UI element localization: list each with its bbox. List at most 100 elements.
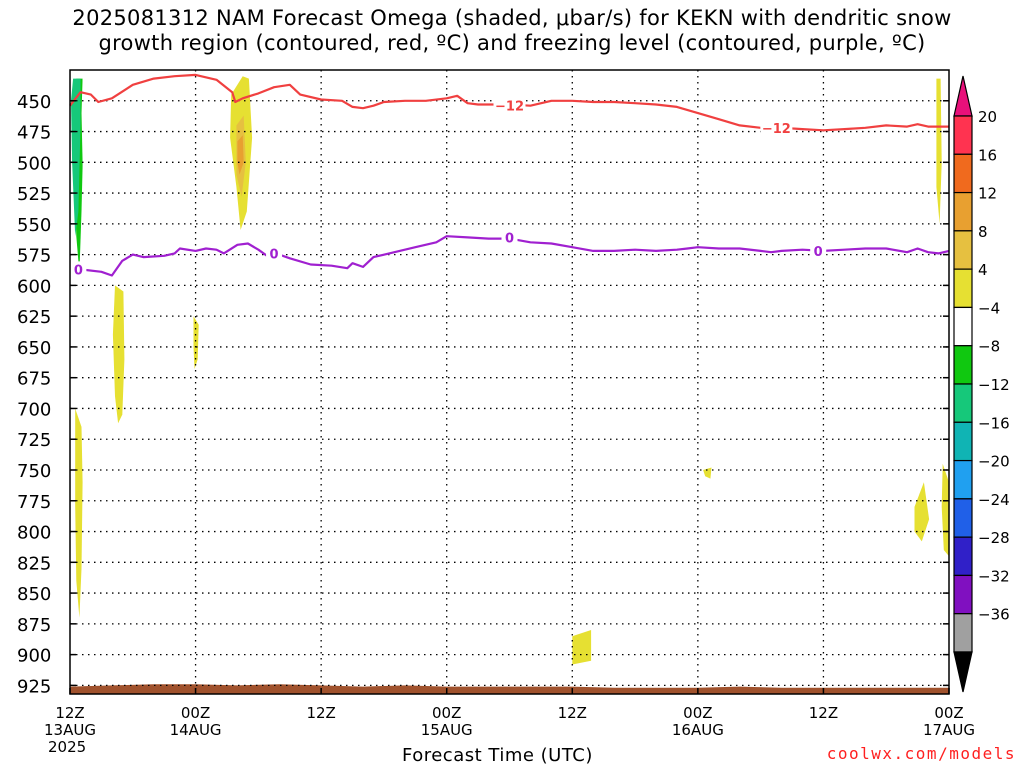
x-tick-label: 13AUG bbox=[44, 721, 96, 739]
watermark: coolwx.com/models bbox=[826, 744, 1016, 763]
colorbar-top-triangle bbox=[953, 75, 973, 117]
colorbar-segment bbox=[953, 306, 973, 347]
omega-region-2 bbox=[81, 78, 87, 187]
x-tick-label: 16AUG bbox=[672, 721, 724, 739]
omega-region-19 bbox=[867, 553, 885, 630]
omega-region-16 bbox=[572, 630, 592, 665]
colorbar-segment bbox=[953, 498, 973, 538]
contour-label-bg bbox=[760, 119, 793, 136]
colorbar-label: −28 bbox=[978, 529, 1010, 547]
colorbar-label: −12 bbox=[978, 376, 1010, 394]
colorbar-segment bbox=[953, 153, 973, 194]
omega-region-6 bbox=[237, 135, 244, 175]
y-tick-label: 525 bbox=[17, 184, 51, 205]
x-tick-label: 00Z bbox=[432, 704, 461, 722]
colorbar-segment bbox=[953, 613, 973, 653]
colorbar-segment bbox=[953, 345, 973, 385]
colorbar-label: 4 bbox=[978, 261, 988, 279]
colorbar-segment bbox=[953, 230, 973, 270]
contour-label: 0 bbox=[270, 247, 279, 262]
x-tick-label: 17AUG bbox=[923, 721, 975, 739]
x-tick-label: 2025 bbox=[48, 738, 86, 756]
y-tick-label: 475 bbox=[17, 123, 51, 144]
x-tick-label: 00Z bbox=[934, 704, 963, 722]
contour-line bbox=[69, 235, 950, 277]
omega-region-12 bbox=[203, 359, 243, 661]
colorbar-segment bbox=[953, 268, 973, 309]
y-tick-label: 750 bbox=[17, 461, 51, 482]
colorbar-label: 20 bbox=[978, 108, 997, 126]
omega-region-18 bbox=[734, 553, 741, 579]
y-tick-label: 450 bbox=[17, 92, 51, 113]
y-tick-label: 500 bbox=[17, 153, 51, 174]
y-tick-label: 875 bbox=[17, 615, 51, 636]
contour-label-bg bbox=[493, 97, 526, 114]
y-tick-label: 825 bbox=[17, 553, 51, 574]
colorbar: 20 16 12 8 4 −4 −8 −12 −16 −20 −24 −28 −32 −36 bbox=[953, 75, 1010, 693]
omega-region-7 bbox=[246, 276, 251, 304]
colorbar-label: 12 bbox=[978, 185, 997, 203]
grid bbox=[70, 70, 949, 694]
terrain-fill bbox=[70, 684, 949, 694]
contour-label: −12 bbox=[762, 122, 791, 137]
y-tick-label: 800 bbox=[17, 523, 51, 544]
y-tick-label: 675 bbox=[17, 369, 51, 390]
plot-frame bbox=[69, 69, 950, 695]
x-tick-label: 12Z bbox=[809, 704, 838, 722]
contour-label: 0 bbox=[74, 263, 83, 278]
y-tick-label: 650 bbox=[17, 338, 51, 359]
omega-region-21 bbox=[941, 463, 949, 557]
y-axis-ticks: 450 475 500 525 550 575 600 625 650 675 700 725 750 7… bbox=[17, 92, 949, 697]
y-tick-label: 850 bbox=[17, 584, 51, 605]
contour-label: 0 bbox=[814, 245, 823, 260]
omega-region-1 bbox=[71, 78, 81, 237]
omega-shading bbox=[71, 76, 949, 670]
colorbar-label: −16 bbox=[978, 414, 1010, 432]
omega-region-20 bbox=[914, 482, 930, 542]
omega-region-9 bbox=[193, 316, 199, 370]
contour-label-bg bbox=[810, 242, 827, 259]
colorbar-segment bbox=[953, 383, 973, 423]
x-tick-label: 12Z bbox=[558, 704, 587, 722]
chart-title: 2025081312 NAM Forecast Omega (shaded, μ… bbox=[0, 6, 1024, 56]
colorbar-segment bbox=[953, 115, 973, 155]
colorbar-segment bbox=[953, 574, 973, 615]
contour-0: 0 0 0 0 bbox=[69, 229, 950, 278]
y-tick-label: 575 bbox=[17, 246, 51, 267]
colorbar-label: −32 bbox=[978, 567, 1010, 585]
x-tick-label: 00Z bbox=[683, 704, 712, 722]
contour-label-bg bbox=[70, 261, 87, 278]
contour-label-bg bbox=[266, 245, 283, 262]
y-tick-label: 550 bbox=[17, 215, 51, 236]
y-tick-label: 625 bbox=[17, 307, 51, 328]
colorbar-segment bbox=[953, 191, 973, 232]
contour-minus12: −12 −12 bbox=[69, 73, 949, 137]
x-axis-title: Forecast Time (UTC) bbox=[402, 745, 593, 766]
colorbar-label: −20 bbox=[978, 453, 1010, 471]
x-tick-label: 00Z bbox=[181, 704, 210, 722]
y-tick-label: 775 bbox=[17, 492, 51, 513]
colorbar-label: 8 bbox=[978, 223, 988, 241]
omega-region-3 bbox=[105, 78, 118, 175]
colorbar-segment bbox=[953, 459, 973, 500]
x-tick-label: 12Z bbox=[55, 704, 84, 722]
x-tick-label: 14AUG bbox=[170, 721, 222, 739]
x-tick-label: 12Z bbox=[306, 704, 335, 722]
omega-region-13 bbox=[340, 451, 366, 661]
colorbar-label: −8 bbox=[978, 338, 1000, 356]
colorbar-segment bbox=[953, 536, 973, 577]
contour-label-bg bbox=[501, 229, 518, 246]
contour-label: −12 bbox=[495, 100, 524, 115]
colorbar-label: −24 bbox=[978, 491, 1010, 509]
omega-region-22 bbox=[936, 78, 942, 224]
y-tick-label: 725 bbox=[17, 430, 51, 451]
omega-region-14 bbox=[394, 654, 411, 670]
omega-region-15 bbox=[457, 660, 479, 670]
x-tick-label: 15AUG bbox=[421, 721, 473, 739]
omega-region-17 bbox=[703, 467, 712, 479]
omega-region-11 bbox=[354, 377, 359, 406]
colorbar-label: −4 bbox=[978, 299, 1000, 317]
y-tick-label: 600 bbox=[17, 276, 51, 297]
